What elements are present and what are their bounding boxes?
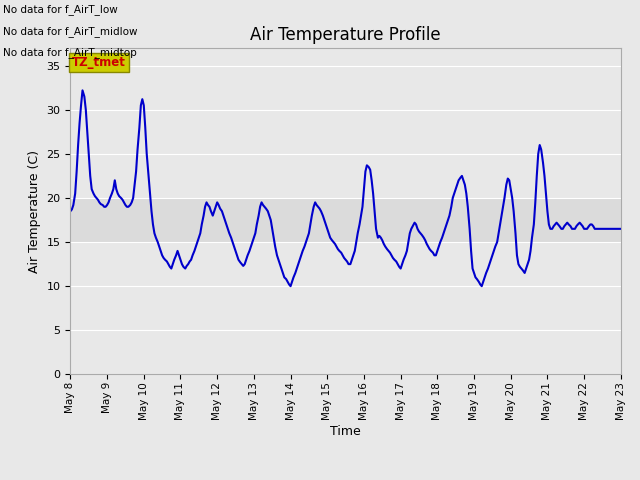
Text: No data for f_AirT_midlow: No data for f_AirT_midlow [3, 25, 138, 36]
Text: No data for f_AirT_low: No data for f_AirT_low [3, 4, 118, 15]
Text: No data for f_AirT_midtop: No data for f_AirT_midtop [3, 47, 137, 58]
Y-axis label: Air Temperature (C): Air Temperature (C) [28, 150, 41, 273]
Text: TZ_tmet: TZ_tmet [72, 56, 126, 69]
X-axis label: Time: Time [330, 425, 361, 438]
Title: Air Temperature Profile: Air Temperature Profile [250, 25, 441, 44]
Bar [70, 198, 621, 242]
